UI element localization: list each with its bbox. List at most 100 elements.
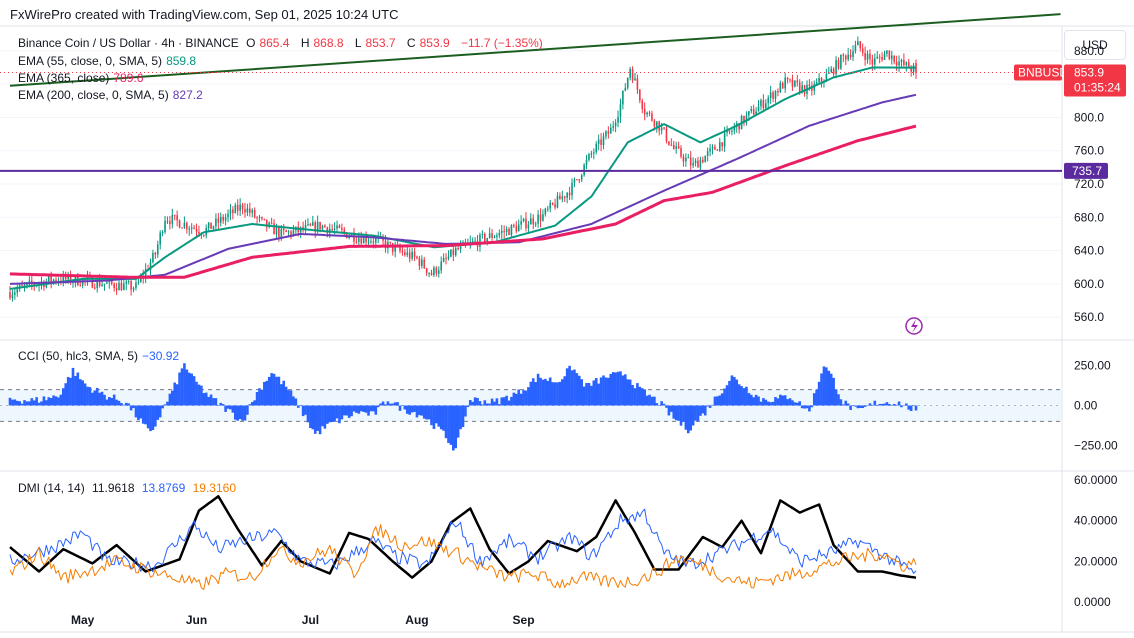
- candle-body: [699, 159, 702, 168]
- cci-bar: [902, 405, 906, 406]
- cci-bar: [403, 405, 407, 410]
- dmi-adx-line: [9, 495, 917, 579]
- candle-body: [154, 252, 157, 255]
- candle-body: [568, 192, 571, 196]
- ema365-legend[interactable]: EMA (365, close) 789.6: [18, 71, 147, 85]
- cci-bar: [306, 405, 310, 423]
- cci-pane: [0, 363, 1062, 451]
- cci-bar: [59, 394, 63, 406]
- cci-bar: [728, 380, 731, 406]
- cci-bar: [187, 372, 191, 406]
- candle-body: [648, 112, 651, 114]
- cci-bar: [742, 388, 746, 406]
- candle-body: [113, 283, 115, 288]
- ema200-legend[interactable]: EMA (200, close, 0, SMA, 5) 827.2: [18, 88, 207, 102]
- cci-bar: [769, 402, 772, 406]
- candle-body: [445, 257, 447, 259]
- candle-body: [23, 285, 26, 287]
- candle-body: [672, 145, 675, 149]
- candle-body: [539, 214, 542, 221]
- cci-bar: [418, 405, 421, 416]
- cci-legend[interactable]: CCI (50, hlc3, SMA, 5) −30.92: [18, 349, 183, 363]
- candle-body: [459, 244, 462, 250]
- candle-body: [374, 238, 377, 243]
- ema55-legend[interactable]: EMA (55, close, 0, SMA, 5) 859.8: [18, 54, 200, 68]
- candle-body: [801, 85, 803, 92]
- candle-body: [685, 157, 687, 162]
- cci-bar: [897, 401, 901, 406]
- candle-body: [127, 281, 130, 283]
- candle-body: [450, 249, 452, 257]
- ema365-line: [9, 124, 917, 279]
- candle-body: [190, 227, 193, 229]
- cci-bar: [459, 405, 462, 430]
- cci-bar: [536, 373, 540, 406]
- candle-body: [772, 92, 774, 99]
- cci-bar: [200, 385, 203, 406]
- candle-body: [886, 50, 888, 54]
- cci-tick-label: 0.00: [1074, 399, 1098, 413]
- candle-body: [789, 79, 791, 81]
- candle-body: [282, 228, 285, 231]
- candle-body: [525, 218, 527, 229]
- cci-bar: [762, 398, 765, 406]
- candle-body: [195, 228, 198, 232]
- cci-bar: [817, 381, 821, 406]
- candle-body: [888, 50, 891, 60]
- cci-bar: [163, 404, 167, 406]
- candle-body: [404, 252, 406, 256]
- candle-body: [486, 238, 489, 242]
- cci-bar: [100, 391, 104, 406]
- currency-button[interactable]: USD: [1064, 30, 1126, 60]
- cci-bar: [120, 403, 123, 406]
- cci-bar: [171, 390, 174, 406]
- cci-bar: [95, 387, 99, 406]
- candle-body: [513, 224, 515, 227]
- candle-body: [757, 106, 760, 112]
- cci-bar: [105, 399, 109, 406]
- candle-body: [517, 224, 520, 232]
- candle-body: [571, 182, 573, 196]
- symbol-name[interactable]: Binance Coin / US Dollar · 4h · BINANCE: [18, 36, 239, 50]
- dmi-legend[interactable]: DMI (14, 14) 11.9618 13.8769 19.3160: [18, 481, 240, 495]
- candle-body: [738, 123, 740, 130]
- candle-body: [263, 218, 266, 220]
- cci-bar: [81, 380, 84, 406]
- candle-body: [692, 162, 694, 166]
- cci-bar: [667, 405, 671, 416]
- cci-bar: [47, 397, 51, 406]
- candle-body: [28, 280, 31, 283]
- candle-body: [745, 115, 748, 123]
- candle-body: [21, 285, 23, 287]
- candle-body: [176, 215, 178, 221]
- cci-bar: [304, 405, 307, 415]
- cci-bar: [226, 405, 230, 409]
- ohlc-close: C 853.9: [407, 36, 454, 50]
- candle-body: [634, 78, 636, 81]
- candle-body: [479, 234, 481, 247]
- cci-bar: [224, 405, 227, 412]
- cci-bar: [117, 400, 121, 406]
- cci-bar: [301, 405, 305, 417]
- candle-body: [69, 274, 72, 283]
- candle-body: [854, 45, 857, 52]
- candle-body: [118, 282, 120, 291]
- cci-bar: [558, 381, 562, 406]
- candle-body: [527, 224, 530, 229]
- header-credit: FxWirePro created with TradingView.com, …: [10, 7, 399, 22]
- cci-bar: [873, 400, 877, 406]
- cci-bar: [730, 375, 734, 406]
- ohlc-low: L 853.7: [355, 36, 400, 50]
- cci-bar: [197, 384, 201, 406]
- cci-bar: [396, 402, 399, 406]
- cci-bar: [11, 399, 14, 406]
- candle-body: [207, 222, 210, 229]
- cci-bar: [590, 385, 593, 406]
- candle-body: [578, 179, 581, 181]
- cci-bar: [493, 401, 496, 406]
- cci-bar: [238, 405, 242, 420]
- cci-bar: [810, 405, 814, 408]
- candle-body: [769, 92, 772, 98]
- candle-body: [520, 221, 522, 225]
- axes: 880.0840.0800.0760.0720.0680.0640.0600.0…: [71, 44, 1118, 627]
